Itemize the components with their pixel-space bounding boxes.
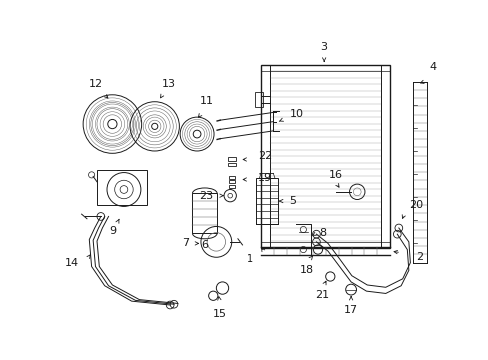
Text: 22: 22 [257,152,272,161]
Text: 17: 17 [344,305,357,315]
Text: 16: 16 [328,170,342,180]
Bar [227,163,235,166]
Text: 18: 18 [300,265,314,275]
Text: 6: 6 [201,240,208,250]
Bar [228,180,234,183]
Text: 2: 2 [416,252,423,262]
Text: 5: 5 [289,196,296,206]
Text: 11: 11 [200,96,214,106]
Text: 23: 23 [199,191,213,201]
Text: 21: 21 [315,289,329,300]
Text: 15: 15 [213,309,227,319]
Text: 12: 12 [89,80,103,89]
Bar [261,65,389,248]
Bar [97,170,147,205]
Text: 7: 7 [182,238,189,248]
Text: 20: 20 [408,200,422,210]
Bar [228,176,234,179]
Bar [256,178,277,224]
Text: 8: 8 [318,228,325,238]
Bar [254,92,262,107]
Bar [227,157,235,161]
Text: 3: 3 [320,42,327,53]
Text: 9: 9 [109,226,116,237]
Text: 4: 4 [428,62,435,72]
Text: 1: 1 [246,254,253,264]
Text: 14: 14 [65,258,79,267]
Text: 19: 19 [257,173,271,183]
Bar [228,185,234,188]
Text: 13: 13 [161,80,175,89]
Text: 10: 10 [290,109,304,119]
Bar [192,193,217,233]
